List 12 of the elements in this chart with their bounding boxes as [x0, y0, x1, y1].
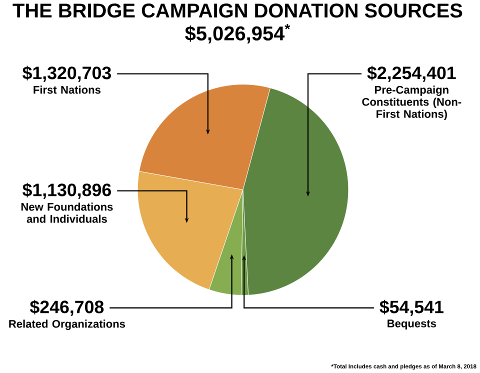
data-label: $2,254,401: [367, 66, 456, 82]
slice-label: Pre-Campaign Constituents (Non-First Nations): [362, 86, 462, 120]
data-label: $54,541: [380, 300, 444, 316]
data-label: $1,130,896: [22, 182, 111, 199]
data-label: $246,708: [30, 300, 104, 316]
chart-title: THE BRIDGE CAMPAIGN DONATION SOURCES: [12, 3, 462, 18]
slice-label: Related Organizations: [9, 320, 126, 330]
chart-subtitle: $5,026,954$^{*}$: [185, 24, 290, 44]
slice-label: Bequests: [388, 320, 436, 330]
slice-label: New Foundations and Individuals: [21, 202, 113, 223]
data-label: $1,320,703: [22, 66, 111, 82]
slice-label: First Nations: [34, 86, 100, 94]
